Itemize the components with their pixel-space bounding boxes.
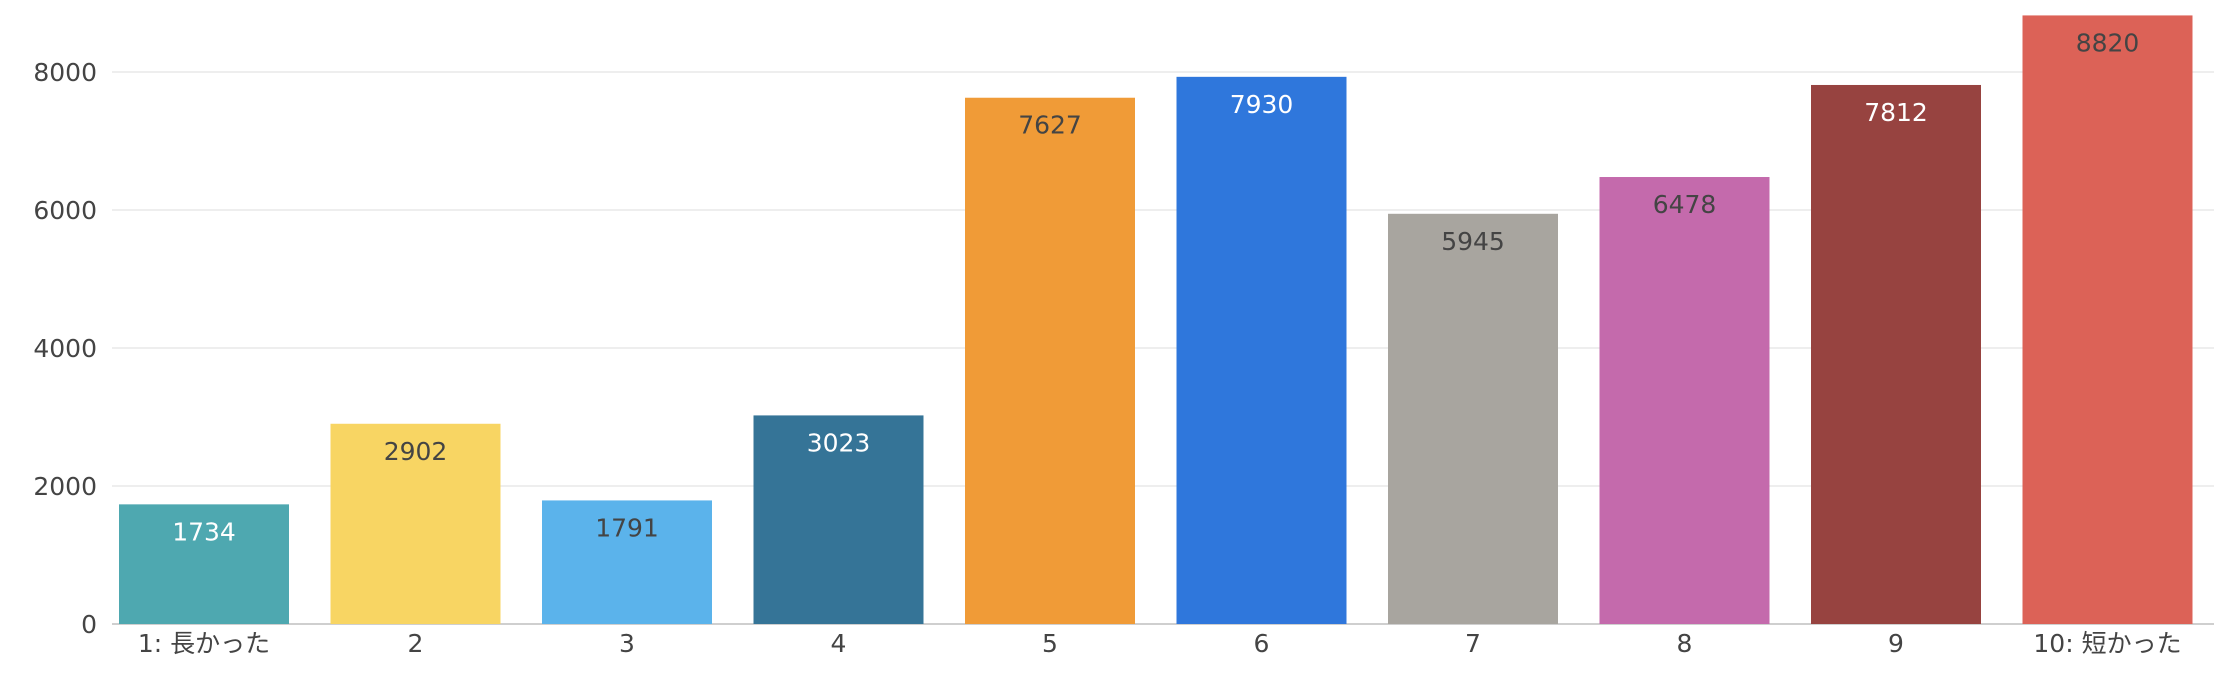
bar-value-label: 7812 xyxy=(1864,98,1928,127)
bar[interactable] xyxy=(753,415,924,624)
y-tick-label: 6000 xyxy=(33,196,97,225)
bar-value-label: 8820 xyxy=(2076,28,2140,57)
bar-value-label: 7627 xyxy=(1018,111,1082,140)
bar[interactable] xyxy=(965,97,1135,624)
y-axis-ticks: 0 2000 4000 6000 8000 xyxy=(33,58,97,639)
bar-value-label: 5945 xyxy=(1441,227,1505,256)
x-tick-label: 1: 長かった xyxy=(138,629,270,658)
bar-value-label: 6478 xyxy=(1653,190,1717,219)
bar[interactable] xyxy=(119,504,289,624)
y-tick-label: 0 xyxy=(81,610,97,639)
x-tick-label: 3 xyxy=(619,629,635,658)
bars xyxy=(119,15,2193,625)
x-tick-label: 10: 短かった xyxy=(2033,629,2181,658)
bar-value-label: 1734 xyxy=(172,517,236,546)
y-tick-label: 2000 xyxy=(33,472,97,501)
x-tick-label: 5 xyxy=(1042,629,1058,658)
bar-value-label: 1791 xyxy=(595,513,659,542)
bar-value-label: 3023 xyxy=(807,428,871,457)
bar-value-label: 2902 xyxy=(384,437,448,466)
x-axis-ticks: 1: 長かった 2 3 4 5 6 7 8 9 10: 短かった xyxy=(138,629,2182,658)
x-tick-label: 6 xyxy=(1254,629,1270,658)
x-tick-label: 2 xyxy=(408,629,424,658)
bar[interactable] xyxy=(2022,15,2193,625)
bar[interactable] xyxy=(1599,177,1770,624)
y-tick-label: 4000 xyxy=(33,334,97,363)
bar[interactable] xyxy=(330,423,501,624)
x-tick-label: 4 xyxy=(831,629,847,658)
bar-value-label: 7930 xyxy=(1230,90,1294,119)
x-tick-label: 7 xyxy=(1465,629,1481,658)
bar[interactable] xyxy=(1388,213,1558,625)
bar-value-labels: 1734 2902 1791 3023 7627 7930 5945 6478 7812 8820 xyxy=(172,28,2139,546)
bar[interactable] xyxy=(542,500,712,624)
bar[interactable] xyxy=(1176,76,1347,624)
bar[interactable] xyxy=(1811,84,1981,625)
x-tick-label: 9 xyxy=(1888,629,1904,658)
y-tick-label: 8000 xyxy=(33,58,97,87)
x-tick-label: 8 xyxy=(1677,629,1693,658)
